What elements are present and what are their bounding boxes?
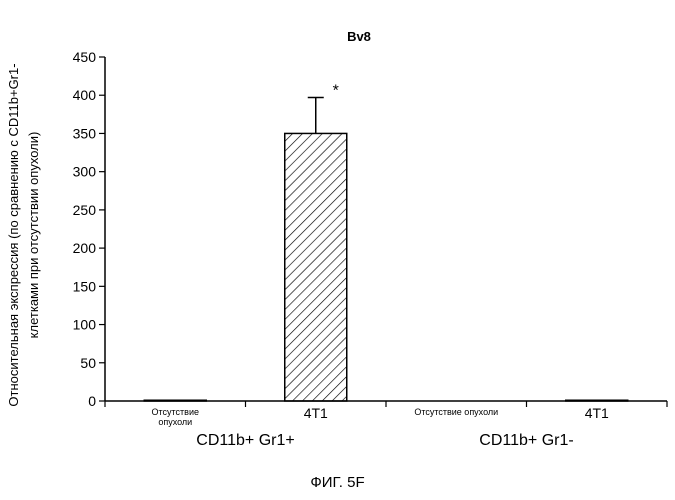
x-category-label: 4T1 xyxy=(585,405,609,421)
x-category-label: Отсутствие опухоли xyxy=(414,407,498,417)
x-category-label: Отсутствие xyxy=(152,407,199,417)
bar xyxy=(285,133,347,401)
figure-caption: ФИГ. 5F xyxy=(0,474,675,491)
y-tick-label: 300 xyxy=(73,164,97,180)
x-category-label: опухоли xyxy=(158,417,192,427)
y-axis-label-line1: Относительная экспрессия (по сравнению с… xyxy=(6,63,21,406)
y-tick-label: 150 xyxy=(73,278,97,294)
y-tick-label: 200 xyxy=(73,240,97,256)
y-tick-label: 100 xyxy=(73,317,97,333)
group-label: CD11b+ Gr1- xyxy=(479,432,573,449)
y-tick-label: 250 xyxy=(73,202,97,218)
chart-title: Bv8 xyxy=(347,29,371,44)
bars: * xyxy=(144,83,628,401)
bar xyxy=(566,400,628,401)
y-tick-label: 50 xyxy=(80,355,96,371)
y-tick-label: 0 xyxy=(88,393,96,409)
bar xyxy=(144,400,206,401)
x-category-label: 4T1 xyxy=(304,405,328,421)
significance-marker: * xyxy=(333,83,339,100)
x-axis-ticks: Отсутствиеопухоли 4T1 Отсутствие опухоли 4T… xyxy=(105,401,667,427)
group-labels: CD11b+ Gr1+ CD11b+ Gr1- xyxy=(196,432,573,449)
y-tick-label: 400 xyxy=(73,87,97,103)
y-tick-label: 450 xyxy=(73,49,97,65)
y-axis-label-line2: клетками при отсутствии опухоли) xyxy=(26,132,41,339)
group-label: CD11b+ Gr1+ xyxy=(196,432,294,449)
y-axis-ticks: 0 50 100 150 200 250 300 350 400 450 xyxy=(73,49,105,409)
y-tick-label: 350 xyxy=(73,125,97,141)
